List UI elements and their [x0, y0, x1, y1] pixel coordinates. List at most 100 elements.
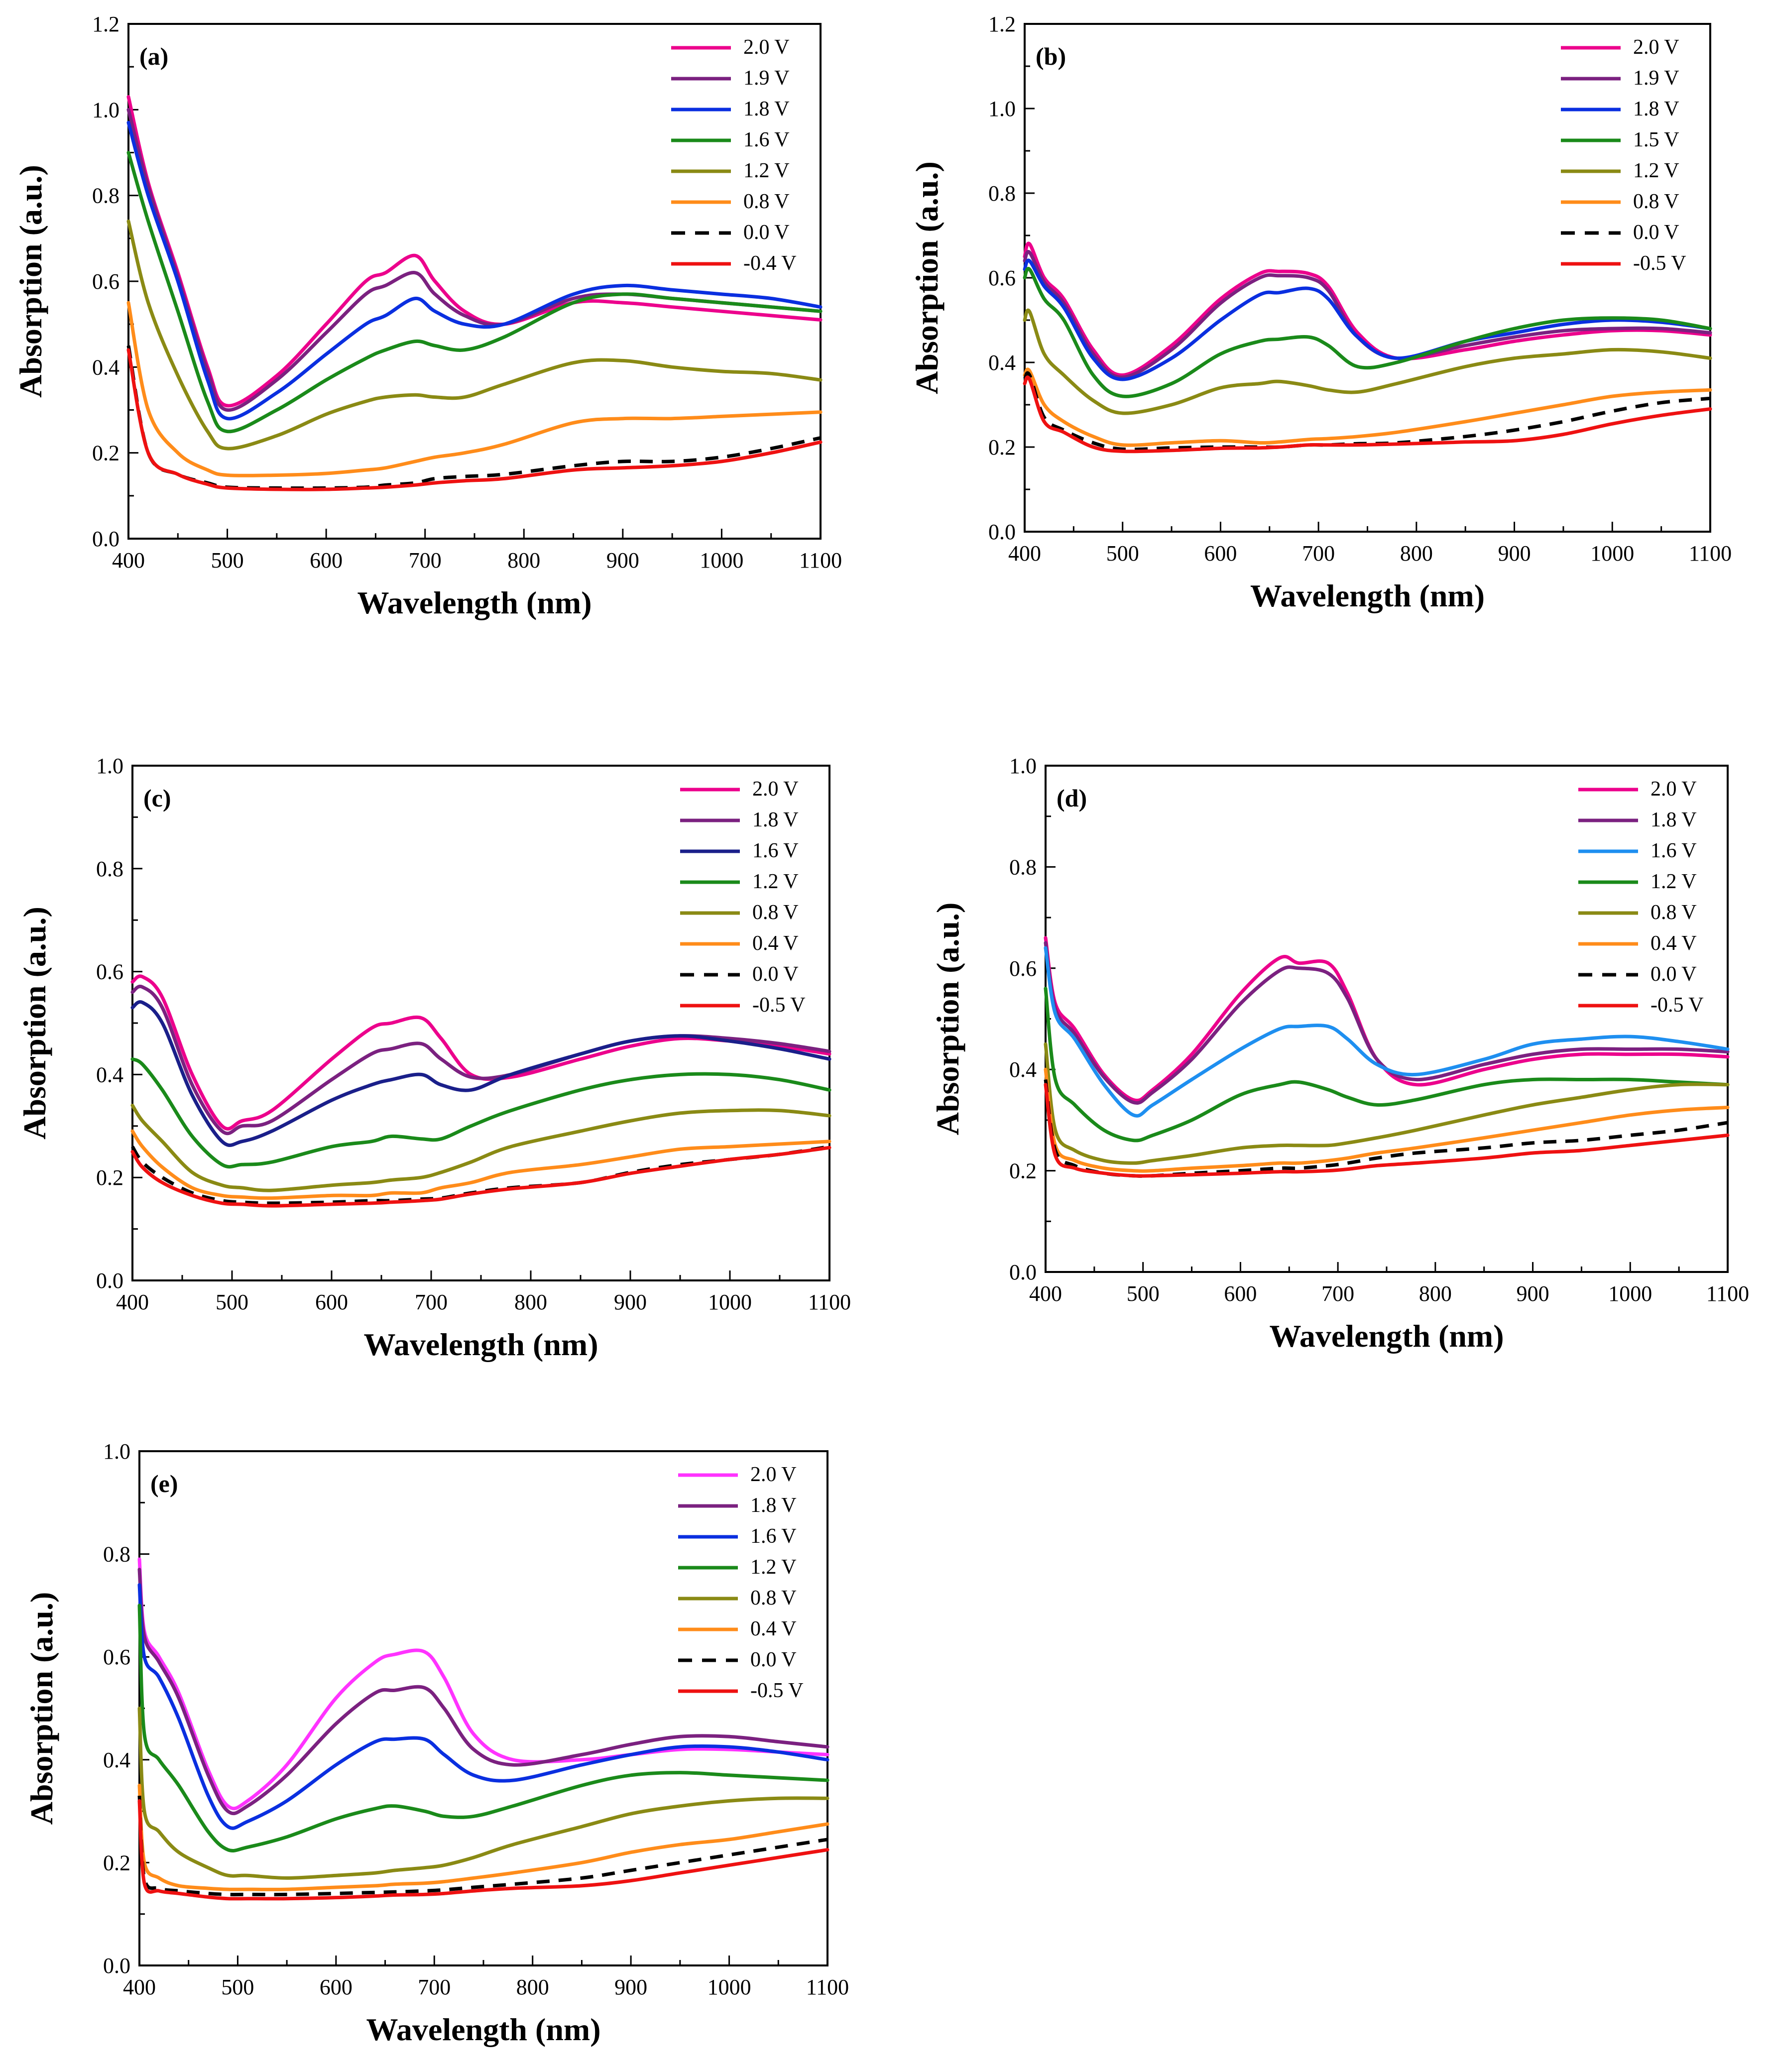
legend: 2.0 V 1.9 V 1.8 V 1.5 V 1.2 V 0.8 V 0.0 V -0.5 …	[1561, 36, 1686, 275]
x-tick-label: 900	[1517, 1281, 1549, 1306]
series-line-7	[1023, 375, 1712, 454]
series-line-4	[126, 219, 823, 451]
x-tick-label: 800	[507, 548, 540, 573]
legend: 2.0 V 1.8 V 1.6 V 1.2 V 0.8 V 0.4 V 0.0 V -0.5 …	[680, 778, 806, 1017]
series-line-6	[137, 1795, 828, 1897]
x-tick-label: 700	[418, 1975, 451, 1999]
series-line-5	[1023, 367, 1712, 447]
series-line-7	[130, 1146, 831, 1208]
x-axis-title: Wavelength (nm)	[1250, 578, 1485, 613]
series-lines	[1023, 241, 1712, 454]
series-lines	[126, 95, 823, 491]
legend-label: 1.6 V	[743, 128, 790, 151]
series-line-2	[1044, 946, 1730, 1118]
x-tick-label: 1000	[707, 1975, 751, 1999]
x-tick-label: 800	[1400, 541, 1433, 566]
series-line-6	[1023, 371, 1711, 452]
legend-label: 2.0 V	[750, 1463, 797, 1486]
series-line-4	[1044, 1042, 1730, 1165]
chart-panel-e: 400 500 600 700 800 900 1000 1100 0.0 0.2 0.4 0.6 0.…	[24, 1439, 849, 2047]
legend-label: 1.8 V	[1650, 808, 1697, 831]
x-axis-title: Wavelength (nm)	[366, 2012, 600, 2047]
series-line-6	[130, 1145, 830, 1205]
x-axis-title: Wavelength (nm)	[363, 1327, 598, 1362]
y-tick-label: 0.0	[92, 527, 119, 551]
y-tick-label: 0.2	[96, 1165, 123, 1190]
series-line-7	[126, 348, 823, 491]
legend-label: 1.2 V	[752, 870, 799, 893]
x-tick-label: 500	[221, 1975, 254, 1999]
x-tick-label: 700	[409, 548, 442, 573]
y-axis-title: Absorption (a.u.)	[17, 907, 52, 1140]
legend-label: 2.0 V	[1633, 36, 1679, 59]
legend-label: 1.2 V	[750, 1556, 797, 1579]
y-axis-title: Absorption (a.u.)	[13, 165, 48, 398]
y-tick-label: 1.0	[96, 754, 123, 778]
legend: 2.0 V 1.9 V 1.8 V 1.6 V 1.2 V 0.8 V 0.0 V -0.4 …	[671, 36, 797, 275]
x-tick-label: 800	[1419, 1281, 1452, 1306]
y-tick-label: 1.0	[103, 1439, 130, 1464]
legend-label: 0.8 V	[750, 1587, 797, 1610]
series-line-5	[1044, 1067, 1730, 1173]
x-tick-label: 500	[1106, 541, 1139, 566]
series-line-1	[126, 108, 823, 412]
y-tick-label: 0.6	[103, 1645, 130, 1669]
panel-label: (c)	[143, 784, 171, 812]
y-tick-label: 0.4	[988, 350, 1016, 375]
x-tick-label: 400	[112, 548, 145, 573]
legend-label: 0.0 V	[1650, 963, 1697, 986]
series-line-3	[126, 151, 823, 434]
legend-label: 0.8 V	[1650, 901, 1697, 924]
legend-label: 1.9 V	[743, 67, 790, 90]
series-line-4	[1023, 308, 1712, 415]
x-tick-label: 600	[315, 1290, 348, 1314]
legend-label: -0.5 V	[750, 1679, 804, 1702]
x-tick-label: 500	[1127, 1281, 1160, 1306]
series-line-2	[130, 1000, 831, 1148]
y-axis-title: Absorption (a.u.)	[930, 903, 965, 1136]
legend-label: 1.8 V	[743, 98, 790, 120]
series-line-0	[137, 1557, 829, 1811]
series-lines	[1044, 936, 1730, 1178]
y-tick-label: 0.0	[96, 1268, 123, 1293]
legend-label: 1.5 V	[1633, 128, 1679, 151]
y-tick-label: 0.2	[988, 435, 1016, 460]
series-line-1	[1023, 250, 1712, 379]
series-line-2	[1023, 258, 1712, 381]
plot-frame	[1024, 23, 1711, 533]
y-tick-label: 0.8	[96, 857, 123, 881]
y-tick-label: 0.6	[96, 960, 123, 984]
legend-label: 2.0 V	[1650, 778, 1697, 801]
series-line-3	[130, 1057, 831, 1169]
legend-label: 0.8 V	[752, 901, 799, 924]
y-tick-label: 1.2	[988, 12, 1016, 36]
legend-label: -0.5 V	[1650, 994, 1704, 1017]
x-tick-label: 1000	[1608, 1281, 1652, 1306]
y-tick-label: 1.0	[1009, 754, 1037, 778]
x-tick-label: 600	[320, 1975, 353, 1999]
x-tick-label: 700	[1302, 541, 1335, 566]
x-tick-label: 1000	[708, 1290, 752, 1314]
series-line-2	[126, 120, 823, 421]
x-tick-label: 1100	[806, 1975, 849, 1999]
legend-label: 1.6 V	[752, 839, 799, 862]
legend-label: -0.5 V	[752, 994, 806, 1017]
legend-label: 2.0 V	[752, 778, 799, 801]
legend: 2.0 V 1.8 V 1.6 V 1.2 V 0.8 V 0.4 V 0.0 V -0.5 …	[678, 1463, 804, 1702]
y-tick-label: 0.0	[1009, 1260, 1037, 1284]
x-tick-label: 700	[1321, 1281, 1354, 1306]
x-axis-title: Wavelength (nm)	[1269, 1318, 1504, 1354]
chart-panel-b: 400 500 600 700 800 900 1000 1100 0.0 0.2 0.4 0.6 0.…	[909, 12, 1732, 613]
legend-label: 1.2 V	[1650, 870, 1697, 893]
series-line-2	[137, 1583, 829, 1830]
series-line-5	[130, 1129, 831, 1200]
x-tick-label: 1100	[799, 548, 842, 573]
legend-label: 0.4 V	[1650, 932, 1697, 955]
series-line-7	[1044, 1083, 1730, 1178]
y-tick-label: 0.2	[103, 1850, 130, 1875]
y-tick-label: 1.0	[92, 98, 119, 122]
y-tick-label: 0.0	[988, 520, 1016, 544]
y-tick-label: 0.6	[1009, 956, 1037, 981]
y-tick-label: 1.2	[92, 12, 119, 36]
legend-label: 2.0 V	[743, 36, 790, 59]
